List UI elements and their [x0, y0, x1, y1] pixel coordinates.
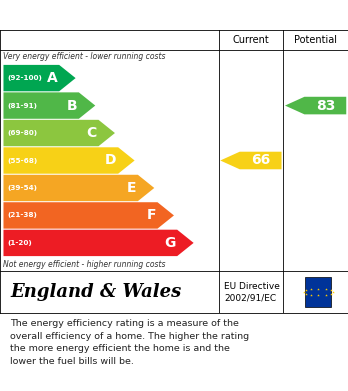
Text: The energy efficiency rating is a measure of the
overall efficiency of a home. T: The energy efficiency rating is a measur… — [10, 319, 250, 366]
Polygon shape — [3, 175, 154, 201]
Text: F: F — [146, 208, 156, 222]
Polygon shape — [3, 92, 95, 119]
Text: (69-80): (69-80) — [8, 130, 38, 136]
FancyBboxPatch shape — [306, 277, 331, 307]
Text: C: C — [87, 126, 97, 140]
Text: D: D — [105, 154, 117, 167]
Polygon shape — [3, 147, 135, 174]
Text: E: E — [127, 181, 136, 195]
Text: England & Wales: England & Wales — [10, 283, 182, 301]
Text: 83: 83 — [316, 99, 335, 113]
Polygon shape — [3, 202, 174, 229]
Text: Current: Current — [232, 35, 269, 45]
Text: Not energy efficient - higher running costs: Not energy efficient - higher running co… — [3, 260, 166, 269]
Text: Very energy efficient - lower running costs: Very energy efficient - lower running co… — [3, 52, 166, 61]
Text: (55-68): (55-68) — [8, 158, 38, 163]
Text: G: G — [164, 236, 175, 250]
Polygon shape — [3, 65, 76, 91]
Polygon shape — [3, 120, 115, 146]
Text: A: A — [47, 71, 57, 85]
Text: 66: 66 — [251, 154, 270, 167]
Text: B: B — [66, 99, 77, 113]
Polygon shape — [285, 97, 346, 114]
Text: EU Directive
2002/91/EC: EU Directive 2002/91/EC — [224, 282, 280, 302]
Polygon shape — [3, 230, 193, 256]
Text: Potential: Potential — [294, 35, 337, 45]
Text: (39-54): (39-54) — [8, 185, 38, 191]
Text: (1-20): (1-20) — [8, 240, 32, 246]
Text: (81-91): (81-91) — [8, 102, 38, 109]
Text: Energy Efficiency Rating: Energy Efficiency Rating — [10, 7, 220, 23]
Text: (21-38): (21-38) — [8, 212, 38, 219]
Text: (92-100): (92-100) — [8, 75, 42, 81]
Polygon shape — [220, 152, 282, 169]
